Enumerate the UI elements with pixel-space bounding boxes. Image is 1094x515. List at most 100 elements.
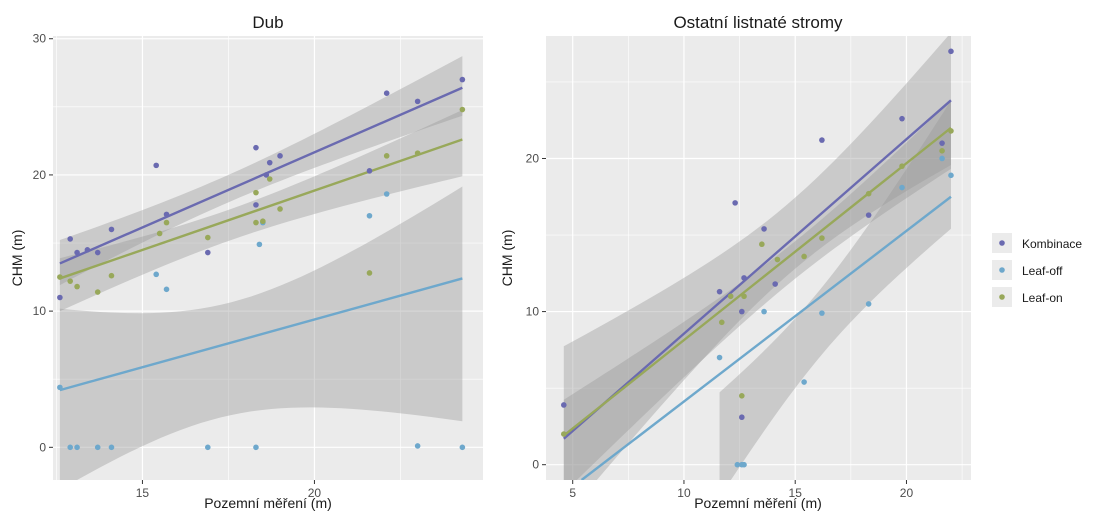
- fit-line-leaf-off: [580, 195, 952, 480]
- point-leaf-on: [156, 230, 163, 237]
- point-leaf-off: [741, 461, 747, 468]
- point-leaf-off: [153, 271, 159, 278]
- point-kombinace: [205, 249, 211, 256]
- point-leaf-on: [57, 274, 63, 280]
- point-leaf-on: [459, 106, 466, 113]
- point-kombinace: [153, 162, 159, 169]
- point-leaf-on: [561, 431, 567, 437]
- point-leaf-off: [459, 444, 466, 451]
- point-kombinace: [561, 402, 567, 408]
- point-leaf-on: [801, 253, 807, 260]
- chart-title: Dub: [252, 13, 283, 32]
- point-leaf-off: [205, 444, 211, 451]
- point-leaf-off: [57, 384, 63, 391]
- point-leaf-off: [716, 354, 723, 361]
- point-leaf-on: [266, 176, 273, 182]
- x-tick-label: 20: [308, 486, 322, 500]
- panel-dub: 15 20 0 10 20 30 Dub Pozemní měření (m) CHM (…: [9, 13, 483, 511]
- plot-area: [546, 36, 971, 480]
- y-axis-label: CHM (m): [9, 230, 25, 287]
- point-kombinace: [716, 288, 723, 295]
- data-points: [57, 76, 466, 451]
- confidence-bands: [563, 36, 951, 480]
- x-tick-label: 15: [136, 486, 150, 500]
- x-axis-label: Pozemní měření (m): [204, 495, 332, 511]
- point-kombinace: [57, 294, 63, 301]
- point-leaf-on: [759, 241, 765, 248]
- y-tick-label: 0: [532, 458, 539, 472]
- point-leaf-off: [108, 444, 115, 451]
- legend-key-leaf-off: [999, 267, 1005, 273]
- x-tick-label: 10: [677, 486, 691, 500]
- fit-line-kombinace: [563, 99, 952, 440]
- x-tick-label: 20: [900, 486, 914, 500]
- point-leaf-on: [819, 235, 825, 241]
- legend-label-leaf-on: Leaf-on: [1022, 291, 1063, 305]
- point-kombinace: [253, 144, 259, 151]
- point-leaf-off: [163, 286, 170, 293]
- point-leaf-on: [939, 148, 945, 154]
- y-tick-label: 0: [39, 440, 46, 454]
- point-kombinace: [948, 48, 954, 55]
- point-leaf-off: [366, 212, 373, 219]
- point-leaf-off: [801, 379, 807, 385]
- point-kombinace: [263, 172, 270, 178]
- legend-label-leaf-off: Leaf-off: [1022, 264, 1063, 278]
- point-leaf-on: [948, 128, 954, 134]
- fit-lines: [563, 99, 952, 480]
- legend-label-kombinace: Kombinace: [1022, 237, 1082, 251]
- confidence-band-leaf-off: [719, 100, 951, 480]
- point-kombinace: [383, 90, 390, 97]
- chart-title: Ostatní listnaté stromy: [673, 13, 843, 32]
- point-leaf-off: [939, 155, 945, 162]
- point-leaf-on: [253, 219, 259, 226]
- point-leaf-on: [414, 150, 421, 156]
- point-kombinace: [772, 281, 778, 287]
- point-leaf-off: [819, 310, 825, 316]
- point-kombinace: [739, 308, 745, 315]
- point-leaf-on: [277, 206, 283, 212]
- point-leaf-off: [253, 444, 259, 451]
- y-tick-label: 20: [33, 168, 47, 182]
- point-kombinace: [865, 212, 872, 218]
- point-leaf-off: [761, 308, 767, 315]
- point-leaf-off: [256, 241, 263, 248]
- point-leaf-off: [94, 444, 101, 451]
- point-leaf-off: [383, 191, 390, 197]
- point-kombinace: [739, 414, 745, 421]
- gridlines: [546, 36, 971, 480]
- point-leaf-on: [727, 293, 734, 300]
- point-leaf-on: [865, 190, 872, 197]
- data-points: [561, 48, 954, 468]
- point-kombinace: [277, 153, 283, 159]
- point-leaf-on: [163, 219, 170, 226]
- point-leaf-on: [108, 272, 115, 279]
- point-leaf-off: [74, 444, 80, 451]
- legend-key-kombinace: [999, 240, 1005, 246]
- point-kombinace: [414, 98, 421, 105]
- point-leaf-on: [260, 218, 266, 225]
- x-tick-label: 5: [569, 486, 576, 500]
- point-leaf-on: [74, 283, 80, 290]
- point-kombinace: [163, 211, 170, 218]
- point-kombinace: [84, 247, 91, 253]
- point-kombinace: [253, 202, 259, 208]
- confidence-band-kombinace: [563, 36, 951, 480]
- axis-ticks: 15 20 0 10 20 30: [33, 32, 322, 500]
- point-kombinace: [819, 137, 825, 143]
- axis-ticks: 5 10 15 20 0 10 20: [526, 151, 914, 500]
- point-kombinace: [67, 236, 73, 242]
- legend-key-leaf-on: [999, 294, 1005, 300]
- confidence-band-leaf-on: [59, 109, 463, 312]
- panel-ostatni-listnate-stromy: 5 10 15 20 0 10 20 Ostatní listnaté stromy Poz…: [499, 13, 971, 511]
- point-kombinace: [74, 249, 80, 256]
- point-kombinace: [459, 76, 466, 83]
- point-leaf-on: [67, 278, 73, 284]
- x-axis-label: Pozemní měření (m): [694, 495, 822, 511]
- point-leaf-off: [67, 444, 73, 451]
- point-leaf-off: [734, 461, 741, 468]
- y-tick-label: 20: [526, 151, 540, 165]
- point-leaf-off: [948, 172, 954, 179]
- confidence-band-leaf-on: [563, 100, 951, 480]
